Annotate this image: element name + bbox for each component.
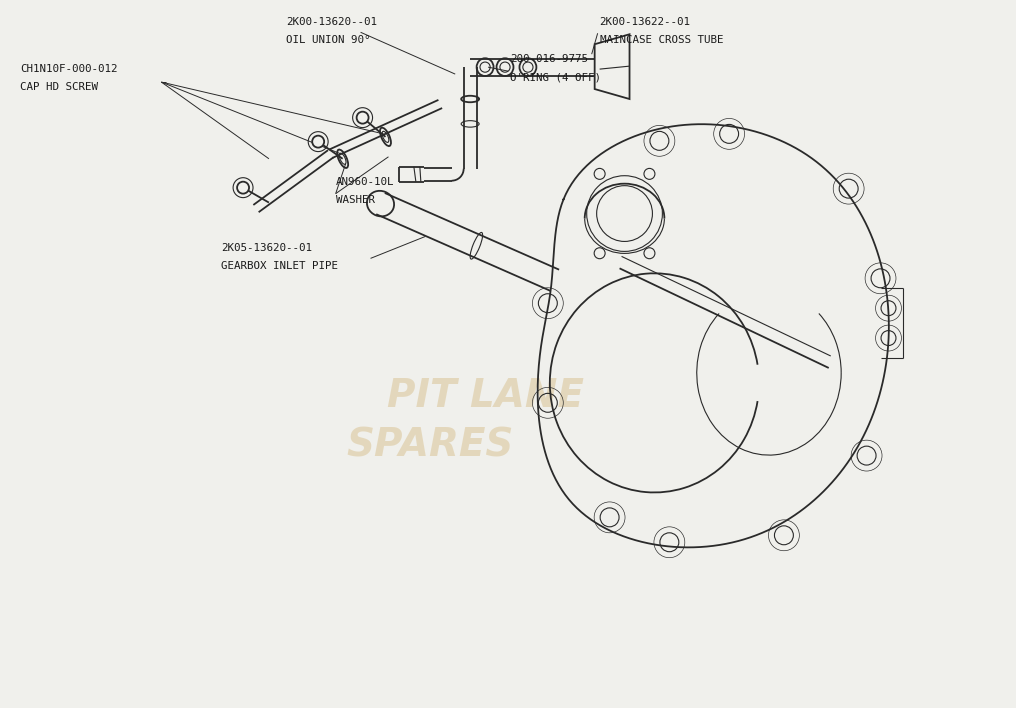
Text: CAP HD SCREW: CAP HD SCREW bbox=[20, 82, 98, 92]
Polygon shape bbox=[594, 34, 630, 99]
Circle shape bbox=[357, 112, 369, 124]
Text: 2K05-13620--01: 2K05-13620--01 bbox=[221, 244, 312, 253]
Text: O'RING (4 OFF): O'RING (4 OFF) bbox=[510, 72, 601, 82]
Text: WASHER: WASHER bbox=[335, 195, 375, 205]
Text: GEARBOX INLET PIPE: GEARBOX INLET PIPE bbox=[221, 261, 338, 271]
Text: AN960-10L: AN960-10L bbox=[335, 177, 394, 187]
Text: CH1N10F-000-012: CH1N10F-000-012 bbox=[20, 64, 118, 74]
Text: 2K00-13620--01: 2K00-13620--01 bbox=[285, 17, 377, 28]
Circle shape bbox=[312, 136, 324, 147]
Text: 2K00-13622--01: 2K00-13622--01 bbox=[599, 17, 691, 28]
Text: MAINCASE CROSS TUBE: MAINCASE CROSS TUBE bbox=[599, 35, 723, 45]
Text: PIT LANE: PIT LANE bbox=[386, 377, 583, 416]
Text: OIL UNION 90°: OIL UNION 90° bbox=[285, 35, 371, 45]
Text: SPARES: SPARES bbox=[346, 427, 513, 464]
Text: 200-016-9775: 200-016-9775 bbox=[510, 54, 588, 64]
Circle shape bbox=[237, 182, 249, 193]
